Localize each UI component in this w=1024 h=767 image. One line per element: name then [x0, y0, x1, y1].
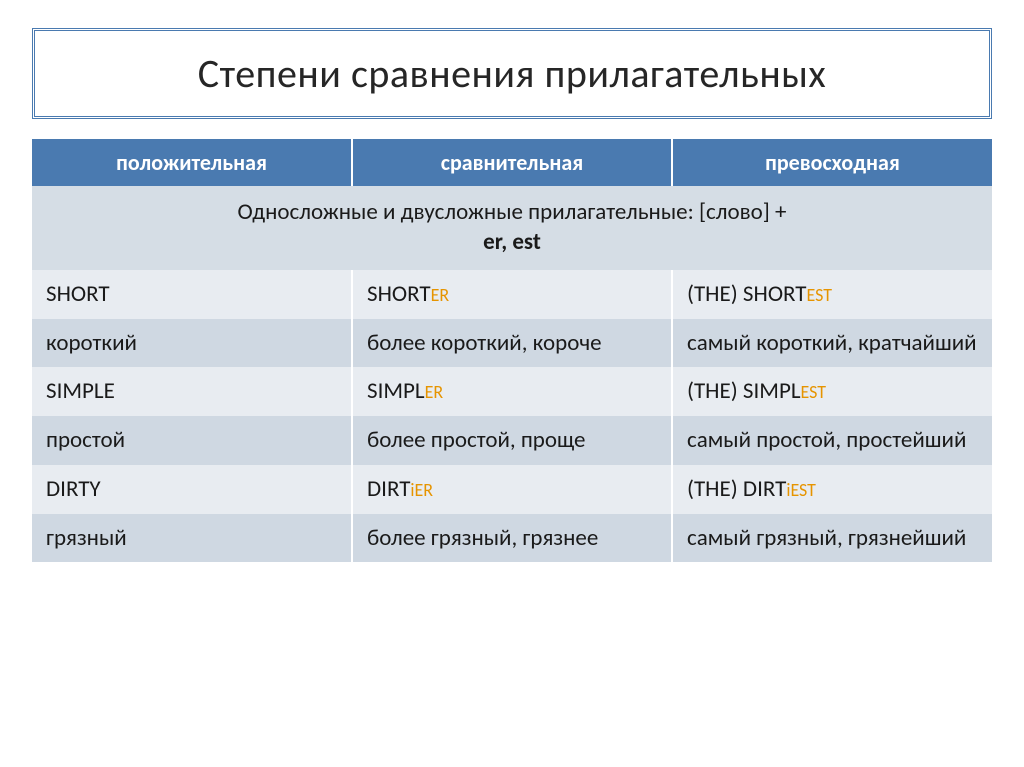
cell-en: SHORTER	[352, 270, 672, 319]
cell-en: SIMPLE	[32, 367, 352, 416]
section-row: Односложные и двусложные прилагательные:…	[32, 186, 992, 270]
page-title: Степени сравнения прилагательных	[59, 49, 965, 98]
header-superlative: превосходная	[672, 139, 992, 186]
cell-ru: более простой, проще	[352, 416, 672, 465]
cell-ru: короткий	[32, 319, 352, 368]
cell-ru: самый простой, простейший	[672, 416, 992, 465]
cell-en: SHORT	[32, 270, 352, 319]
cell-ru: простой	[32, 416, 352, 465]
cell-en: (THE) SIMPLEST	[672, 367, 992, 416]
cell-en: DIRTY	[32, 465, 352, 514]
cell-ru: более короткий, короче	[352, 319, 672, 368]
cell-ru: грязный	[32, 514, 352, 563]
header-positive: положительная	[32, 139, 352, 186]
table-row: SIMPLESIMPLER(THE) SIMPLEST	[32, 367, 992, 416]
table-body: Односложные и двусложные прилагательные:…	[32, 186, 992, 562]
section-label: Односложные и двусложные прилагательные:…	[32, 186, 992, 270]
cell-en: DIRTiER	[352, 465, 672, 514]
cell-en: SIMPLER	[352, 367, 672, 416]
header-comparative: сравнительная	[352, 139, 672, 186]
table-row: SHORTSHORTER(THE) SHORTEST	[32, 270, 992, 319]
comparison-table: положительная сравнительная превосходная…	[32, 139, 992, 562]
cell-en: (THE) DIRTiEST	[672, 465, 992, 514]
section-bold: er, est	[483, 228, 541, 256]
table-row: DIRTYDIRTiER(THE) DIRTiEST	[32, 465, 992, 514]
section-text: Односложные и двусложные прилагательные:…	[238, 198, 787, 226]
table-row: грязныйболее грязный, грязнеесамый грязн…	[32, 514, 992, 563]
cell-ru: более грязный, грязнее	[352, 514, 672, 563]
table-row: короткийболее короткий, корочесамый коро…	[32, 319, 992, 368]
cell-ru: самый короткий, кратчайший	[672, 319, 992, 368]
title-frame: Степени сравнения прилагательных	[32, 28, 992, 119]
header-row: положительная сравнительная превосходная	[32, 139, 992, 186]
table-row: простойболее простой, прощесамый простой…	[32, 416, 992, 465]
cell-en: (THE) SHORTEST	[672, 270, 992, 319]
cell-ru: самый грязный, грязнейший	[672, 514, 992, 563]
